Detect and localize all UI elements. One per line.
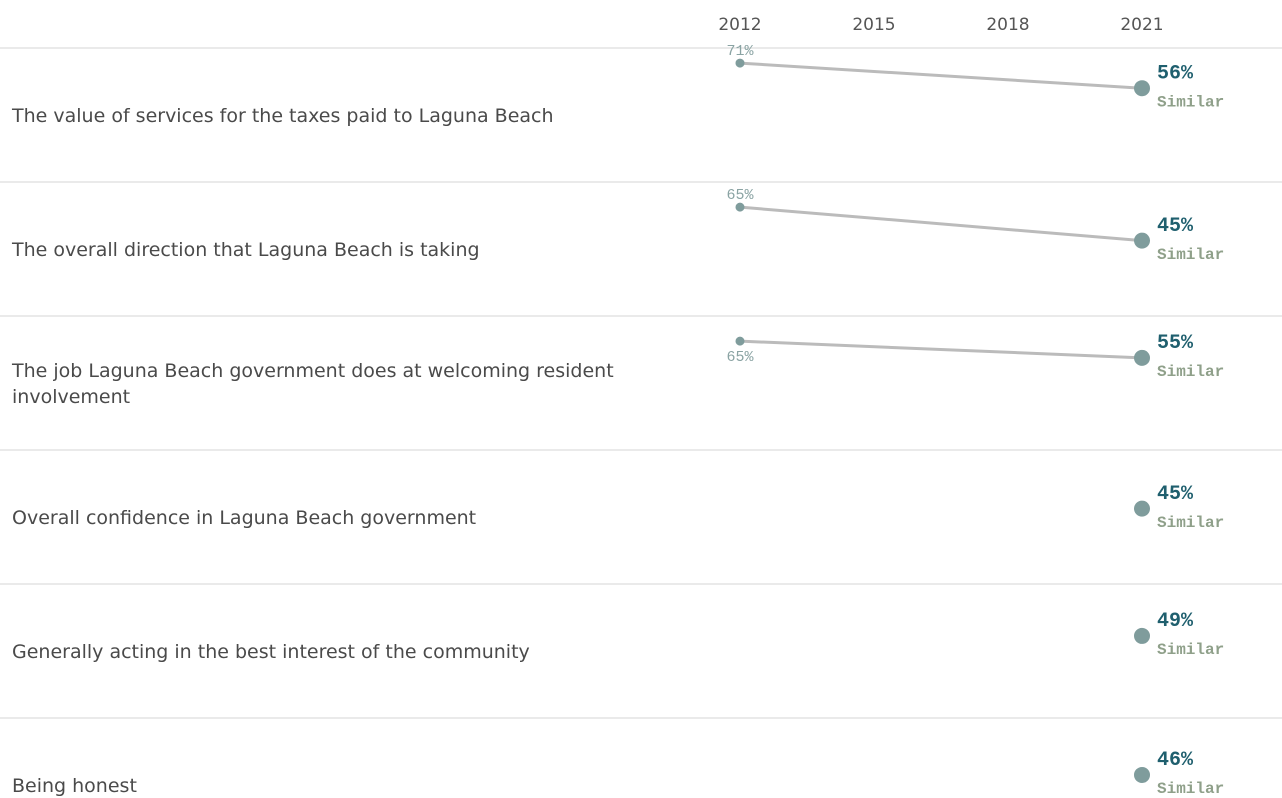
point <box>735 336 745 346</box>
row-label: Overall confidence in Laguna Beach gover… <box>12 507 477 529</box>
comparison-label: Similar <box>1157 641 1224 659</box>
trend-line <box>739 61 1143 90</box>
comparison-label: Similar <box>1157 514 1224 532</box>
comparison-label: Similar <box>1157 363 1224 381</box>
point <box>735 58 745 68</box>
row-label: The job Laguna Beach government does at … <box>12 360 614 408</box>
value-label: 65% <box>726 187 754 204</box>
x-tick-label: 2015 <box>852 15 895 35</box>
x-tick-label: 2012 <box>718 15 761 35</box>
trend-line <box>739 339 1143 360</box>
row-label: The overall direction that Laguna Beach … <box>12 239 480 261</box>
value-label: 65% <box>726 349 754 366</box>
comparison-label: Similar <box>1157 246 1224 264</box>
point <box>1134 349 1150 366</box>
row-label: The value of services for the taxes paid… <box>12 105 554 127</box>
point <box>1134 500 1150 517</box>
x-tick-label: 2018 <box>986 15 1029 35</box>
value-label: 45% <box>1157 215 1194 238</box>
point <box>735 202 745 212</box>
comparison-label: Similar <box>1157 780 1224 798</box>
value-label: 55% <box>1157 332 1194 355</box>
point <box>1134 80 1150 97</box>
x-tick-label: 2021 <box>1120 15 1163 35</box>
point <box>1134 232 1150 249</box>
value-label: 71% <box>726 43 754 60</box>
value-label: 46% <box>1157 749 1194 772</box>
point <box>1134 766 1150 783</box>
value-label: 45% <box>1157 483 1194 506</box>
trend-line <box>739 205 1143 243</box>
value-label: 56% <box>1157 62 1194 85</box>
row-label: Being honest <box>12 775 137 797</box>
value-label: 49% <box>1157 610 1194 633</box>
comparison-label: Similar <box>1157 93 1224 111</box>
row-label: Generally acting in the best interest of… <box>12 641 530 663</box>
point <box>1134 627 1150 644</box>
